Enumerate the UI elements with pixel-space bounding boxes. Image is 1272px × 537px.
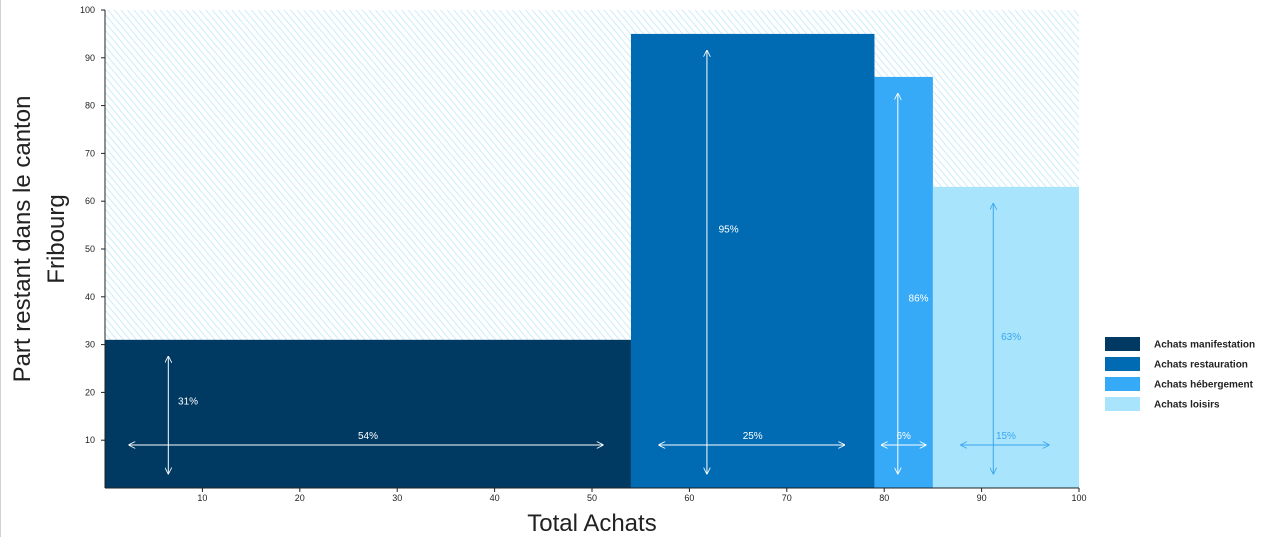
bar bbox=[932, 186, 1079, 489]
x-tick-label: 10 bbox=[197, 493, 207, 503]
legend-item: Achats loisirs bbox=[1105, 397, 1220, 411]
legend-item: Achats manifestation bbox=[1105, 337, 1255, 351]
bar-group: 31% 54% bbox=[105, 339, 631, 488]
bar-group: 95% 25% bbox=[630, 33, 875, 489]
legend-label: Achats loisirs bbox=[1154, 400, 1220, 411]
y-tick-label: 60 bbox=[85, 196, 95, 206]
legend-swatch bbox=[1105, 377, 1140, 391]
y-axis-title-line-1: Part restant dans le canton bbox=[9, 96, 36, 383]
legend-label: Achats manifestation bbox=[1154, 340, 1255, 351]
value-label: 95% bbox=[719, 224, 739, 235]
x-tick-label: 40 bbox=[490, 493, 500, 503]
width-label: 15% bbox=[996, 431, 1016, 442]
value-label: 86% bbox=[909, 294, 929, 305]
legend-item: Achats hébergement bbox=[1105, 377, 1254, 391]
y-tick-label: 100 bbox=[80, 5, 95, 15]
bar-group: 86% 6% bbox=[874, 76, 933, 489]
legend: Achats manifestation Achats restauration A… bbox=[1105, 337, 1255, 411]
value-label: 31% bbox=[178, 396, 198, 407]
legend-swatch bbox=[1105, 357, 1140, 371]
y-tick-label: 20 bbox=[85, 387, 95, 397]
y-tick-label: 10 bbox=[85, 435, 95, 445]
bar bbox=[874, 76, 933, 489]
x-tick-label: 30 bbox=[392, 493, 402, 503]
width-label: 25% bbox=[743, 431, 763, 442]
x-tick-label: 70 bbox=[782, 493, 792, 503]
x-tick-label: 90 bbox=[977, 493, 987, 503]
y-axis-title: Part restant dans le canton Fribourg bbox=[9, 96, 70, 383]
x-tick-label: 20 bbox=[295, 493, 305, 503]
y-tick-label: 40 bbox=[85, 292, 95, 302]
y-tick-label: 50 bbox=[85, 244, 95, 254]
x-tick-label: 100 bbox=[1071, 493, 1086, 503]
y-tick-label: 70 bbox=[85, 148, 95, 158]
legend-item: Achats restauration bbox=[1105, 357, 1248, 371]
y-tick-label: 80 bbox=[85, 101, 95, 111]
y-tick-label: 30 bbox=[85, 340, 95, 350]
width-label: 54% bbox=[358, 431, 378, 442]
bar bbox=[105, 339, 631, 488]
y-axis-title-line-2: Fribourg bbox=[43, 194, 70, 283]
legend-label: Achats restauration bbox=[1154, 360, 1248, 371]
x-tick-label: 50 bbox=[587, 493, 597, 503]
value-label: 63% bbox=[1001, 332, 1021, 343]
x-tick-label: 80 bbox=[879, 493, 889, 503]
legend-swatch bbox=[1105, 397, 1140, 411]
y-tick-label: 90 bbox=[85, 53, 95, 63]
x-axis-title: Total Achats bbox=[527, 510, 656, 537]
legend-swatch bbox=[1105, 337, 1140, 351]
width-label: 6% bbox=[896, 431, 911, 442]
bar bbox=[630, 33, 875, 489]
x-tick-label: 60 bbox=[684, 493, 694, 503]
bar-group: 63% 15% bbox=[932, 186, 1079, 489]
legend-label: Achats hébergement bbox=[1154, 380, 1254, 391]
